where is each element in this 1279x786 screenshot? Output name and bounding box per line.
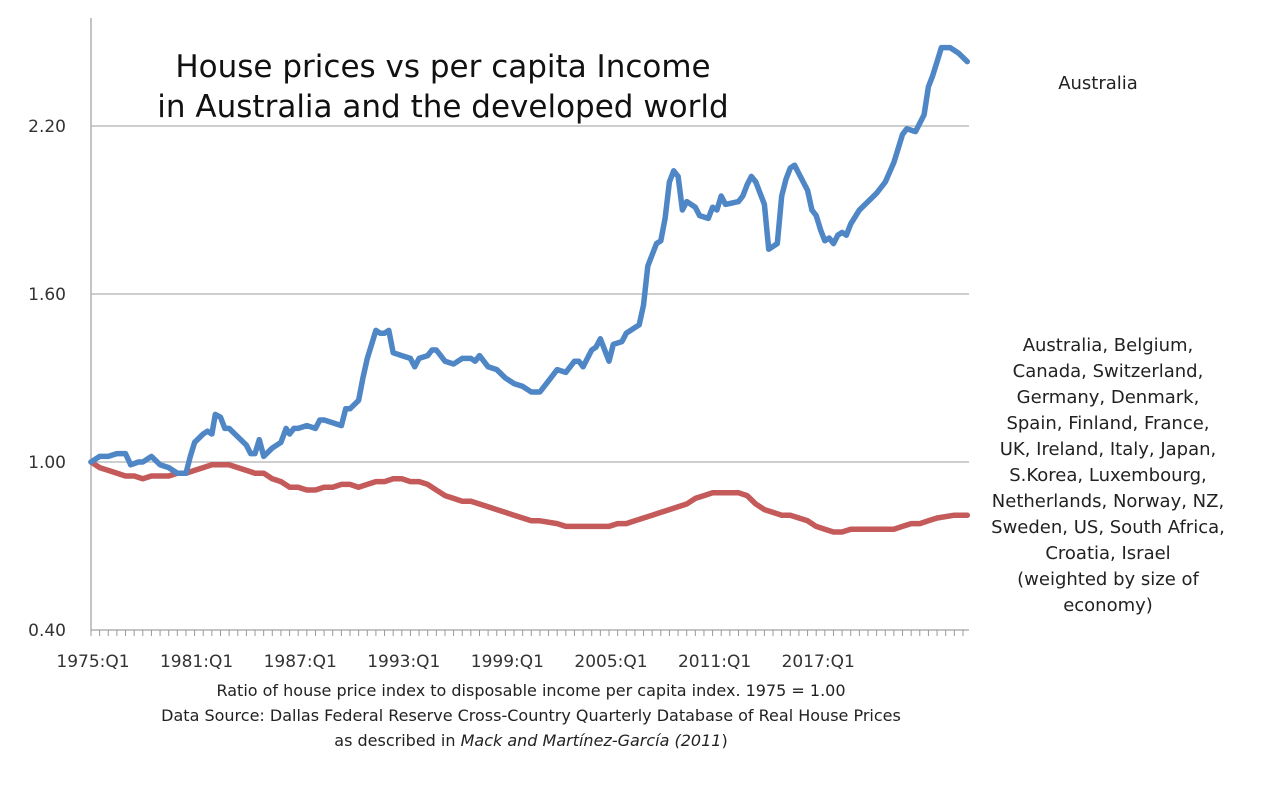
x-tick-label: 2017:Q1 [782,652,855,672]
footer-note-line: Ratio of house price index to disposable… [216,681,845,700]
axes: 0.40 1.00 1.60 2.20 1975:Q1 1981:Q1 1987:Q1 199… [28,18,969,672]
legend-entry-developed-world-line: S.Korea, Luxembourg, [1009,465,1207,486]
legend-entry-developed-world-line: Germany, Denmark, [1017,387,1200,408]
series-line-australia [88,44,971,476]
series-line-developed-world [88,459,971,535]
series-lines [88,44,971,535]
legend: Australia Australia, Belgium, Canada, Swit… [991,73,1225,616]
chart-title-line: in Australia and the developed world [157,89,728,125]
legend-entry-developed-world-line: (weighted by size of [1017,569,1199,590]
legend-entry-developed-world-line: Croatia, Israel [1045,543,1170,564]
x-tick-label: 1999:Q1 [471,652,544,672]
legend-entry-developed-world-line: Spain, Finland, France, [1006,413,1209,434]
legend-entry-developed-world-line: Sweden, US, South Africa, [991,517,1225,538]
x-tick-label: 1981:Q1 [160,652,233,672]
y-tick-label: 0.40 [28,621,66,641]
x-tick-label: 1987:Q1 [264,652,337,672]
chart-title-line: House prices vs per capita Income [175,49,710,85]
legend-entry-developed-world-line: Canada, Switzerland, [1013,361,1204,382]
x-tick-label: 1993:Q1 [367,652,440,672]
x-tick-label: 2005:Q1 [574,652,647,672]
y-tick-label: 2.20 [28,117,66,137]
y-tick-label: 1.00 [28,453,66,473]
footer-source-line: Data Source: Dallas Federal Reserve Cros… [161,706,901,725]
legend-entry-developed-world-line: economy) [1063,595,1153,616]
gridlines [91,125,969,463]
legend-entry-developed-world-line: UK, Ireland, Italy, Japan, [1000,439,1217,460]
legend-entry-developed-world-line: Australia, Belgium, [1023,335,1194,356]
x-tick-label: 2011:Q1 [678,652,751,672]
chart-title: House prices vs per capita Income in Aust… [157,49,728,125]
legend-entry-australia: Australia [1058,73,1138,94]
y-tick-label: 1.60 [28,285,66,305]
footer-reference-line: as described in Mack and Martínez-García… [334,731,727,750]
chart-footer: Ratio of house price index to disposable… [161,681,901,750]
x-tick-label: 1975:Q1 [56,652,129,672]
legend-entry-developed-world-line: Netherlands, Norway, NZ, [992,491,1224,512]
